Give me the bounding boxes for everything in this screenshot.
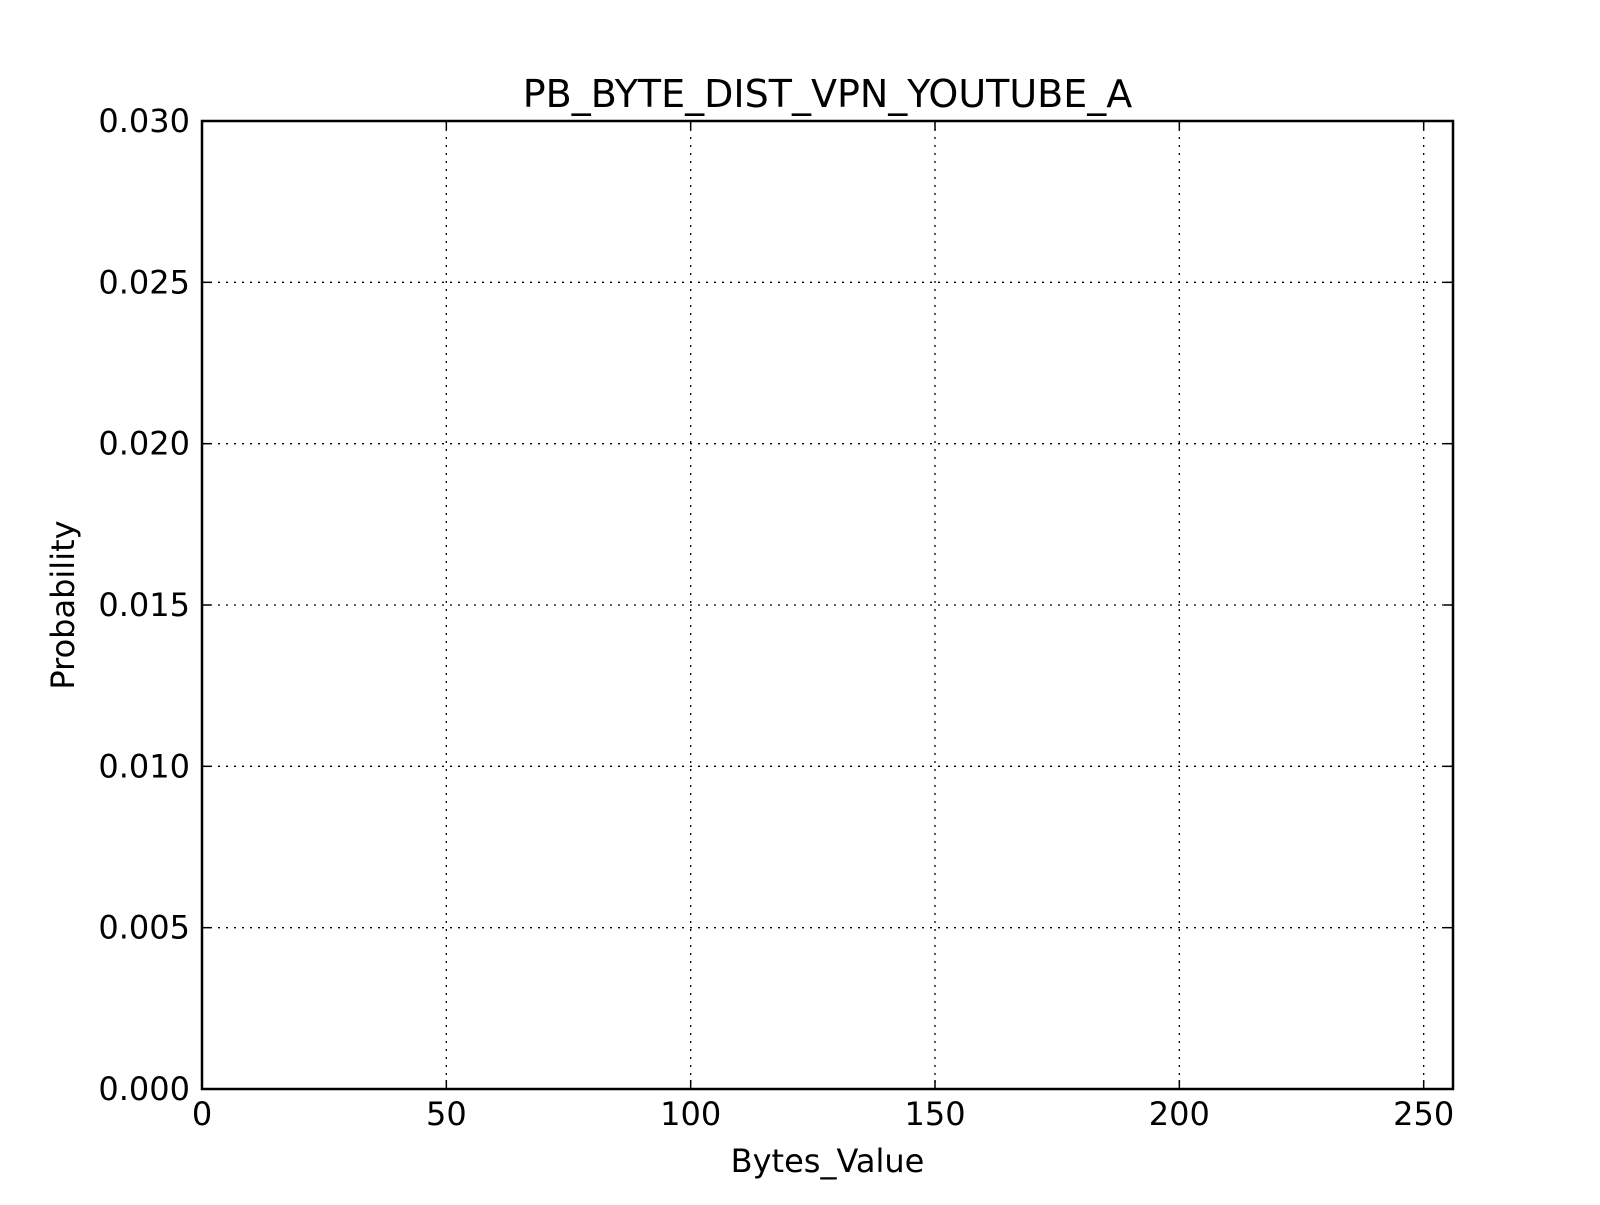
y-tick-label: 0.000 [98,1070,190,1108]
axes-frame [200,119,1455,1091]
y-tick-label: 0.025 [98,263,190,301]
y-tick-label: 0.010 [98,747,190,785]
x-tick-label: 250 [1393,1095,1454,1133]
x-tick-label: 100 [660,1095,721,1133]
x-tick-label: 200 [1149,1095,1210,1133]
y-tick-label: 0.015 [98,586,190,624]
y-axis-label: Probability [44,520,82,689]
x-tick-label: 0 [192,1095,212,1133]
y-tick-label: 0.030 [98,102,190,140]
y-tick-label: 0.005 [98,909,190,947]
y-tick-label: 0.020 [98,425,190,463]
chart-title: PB_BYTE_DIST_VPN_YOUTUBE_A [523,72,1133,116]
x-tick-label: 50 [426,1095,467,1133]
x-axis-label: Bytes_Value [731,1142,925,1180]
x-tick-label: 150 [904,1095,965,1133]
tick-labels: 0 50 100 150 200 250 0.000 0.005 0.010 0.015 0.020… [98,102,1454,1133]
